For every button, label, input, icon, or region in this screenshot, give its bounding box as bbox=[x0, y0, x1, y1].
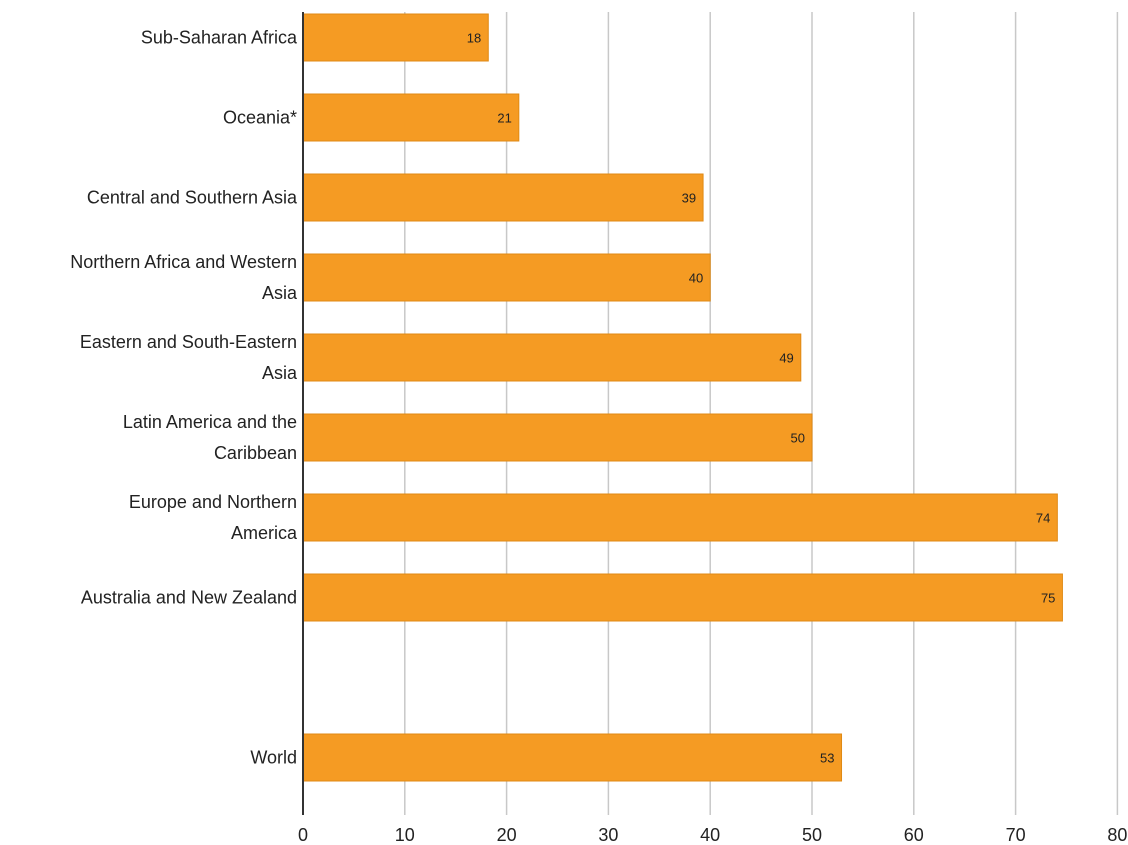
x-tick-label: 30 bbox=[598, 825, 618, 845]
category-label: World bbox=[250, 748, 297, 768]
bar bbox=[302, 253, 711, 302]
x-tick-label: 70 bbox=[1006, 825, 1026, 845]
category-label-line: Northern Africa and Western bbox=[70, 252, 297, 272]
category-label-line: Australia and New Zealand bbox=[81, 588, 297, 608]
data-label: 50 bbox=[791, 431, 805, 446]
category-label: Northern Africa and Western Asia bbox=[70, 252, 298, 303]
x-tick-label: 40 bbox=[700, 825, 720, 845]
x-tick-label: 50 bbox=[802, 825, 822, 845]
category-label-line: Asia bbox=[262, 363, 298, 383]
bar bbox=[302, 93, 520, 142]
data-label: 75 bbox=[1041, 591, 1055, 606]
bar bbox=[302, 573, 1063, 622]
data-labels: 18 21 39 40 49 50 74 75 53 bbox=[467, 31, 1056, 766]
category-label: Eastern and South-Eastern Asia bbox=[80, 332, 298, 383]
data-label: 74 bbox=[1036, 511, 1050, 526]
data-label: 40 bbox=[689, 271, 703, 286]
bar bbox=[302, 493, 1058, 542]
category-label-line: Europe and Northern bbox=[129, 492, 297, 512]
bar bbox=[302, 333, 802, 382]
category-label: Oceania* bbox=[223, 108, 297, 128]
category-label: Europe and Northern America bbox=[129, 492, 298, 543]
category-labels: Sub-Saharan Africa Oceania* Central and So… bbox=[70, 28, 298, 768]
category-label: Australia and New Zealand bbox=[81, 588, 297, 608]
category-label: Sub-Saharan Africa bbox=[141, 28, 298, 48]
category-label-line: America bbox=[231, 523, 298, 543]
bar bbox=[302, 173, 704, 222]
category-label-line: Eastern and South-Eastern bbox=[80, 332, 297, 352]
bars bbox=[302, 13, 1063, 782]
data-label: 39 bbox=[682, 191, 696, 206]
category-label-line: Central and Southern Asia bbox=[87, 188, 298, 208]
category-label-line: Asia bbox=[262, 283, 298, 303]
x-tick-label: 80 bbox=[1107, 825, 1127, 845]
data-label: 21 bbox=[497, 111, 511, 126]
x-tick-label: 10 bbox=[395, 825, 415, 845]
category-label: Latin America and the Caribbean bbox=[123, 412, 297, 463]
bar bbox=[302, 13, 489, 62]
category-label-line: Sub-Saharan Africa bbox=[141, 28, 298, 48]
x-tick-labels: 0 10 20 30 40 50 60 70 80 bbox=[298, 825, 1127, 845]
x-tick-label: 20 bbox=[497, 825, 517, 845]
x-tick-label: 60 bbox=[904, 825, 924, 845]
category-label-line: Latin America and the bbox=[123, 412, 297, 432]
category-label: Central and Southern Asia bbox=[87, 188, 298, 208]
bar bbox=[302, 413, 813, 462]
category-label-line: Caribbean bbox=[214, 443, 297, 463]
category-label-line: Oceania* bbox=[223, 108, 297, 128]
data-label: 49 bbox=[779, 351, 793, 366]
category-label-line: World bbox=[250, 748, 297, 768]
bar bbox=[302, 733, 843, 782]
data-label: 18 bbox=[467, 31, 481, 46]
data-label: 53 bbox=[820, 751, 834, 766]
x-tick-label: 0 bbox=[298, 825, 308, 845]
